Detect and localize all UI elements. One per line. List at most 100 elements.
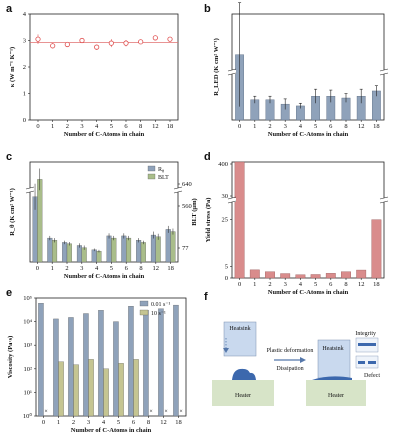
bar — [265, 271, 275, 279]
axis-break-line — [227, 200, 237, 204]
bar-1 — [38, 303, 44, 417]
x-tick-label: 12 — [152, 123, 159, 130]
legend-label-1: Rθ — [158, 167, 164, 174]
x-tick-label: 18 — [167, 123, 174, 130]
y-axis-label: Yield stress (Pa) — [205, 198, 212, 243]
legend-label-2: BLT — [158, 175, 169, 181]
axes-frame — [231, 161, 385, 279]
y-tick-label: 400 — [218, 161, 228, 168]
data-point — [94, 44, 100, 50]
bar-1 — [143, 310, 149, 417]
missing-value-marker: × — [179, 409, 182, 415]
axis-break-line — [379, 72, 389, 76]
x-tick-label: 8 — [344, 123, 347, 130]
x-tick-label: 6 — [329, 281, 333, 288]
bar-1 — [98, 310, 104, 417]
bar-1 — [91, 249, 97, 263]
bar — [295, 274, 306, 279]
bar — [280, 273, 291, 279]
bar-1 — [173, 304, 179, 417]
x-tick-label: 12 — [358, 281, 365, 288]
axis-break-mask — [380, 70, 388, 74]
x-tick-label: 3 — [284, 123, 287, 130]
panel-label-f: f — [204, 291, 208, 303]
axis-break-line — [173, 186, 183, 190]
bar-2 — [58, 361, 64, 417]
bar — [249, 269, 260, 279]
y-tick-label: 25 — [222, 217, 229, 224]
bar-1 — [62, 242, 68, 263]
x-tick-label: 5 — [314, 123, 317, 130]
x-tick-label: 2 — [268, 123, 271, 130]
heater-label-left: Heater — [235, 393, 251, 399]
axis-break-mask — [228, 70, 236, 74]
panel-label-d: d — [204, 151, 211, 163]
bar-2 — [118, 363, 124, 417]
x-tick-label: 1 — [253, 123, 256, 130]
schematic — [212, 321, 379, 406]
axis-break-mask — [26, 188, 34, 192]
axis-break-marker — [379, 196, 389, 204]
bar — [234, 161, 245, 279]
defect-label: Defect — [364, 372, 380, 379]
y-tick-label: 2 — [23, 64, 26, 71]
x-tick-label: 5 — [110, 123, 113, 130]
bar-2 — [170, 231, 176, 263]
x-tick-label: 18 — [167, 265, 174, 272]
x-tick-label: 1 — [51, 265, 54, 272]
axis-break-line — [227, 196, 237, 200]
bar-2 — [96, 250, 102, 263]
x-tick-label: 4 — [95, 265, 99, 272]
x-tick-label: 3 — [87, 419, 90, 426]
y-axis-label: κ (W m⁻¹ K⁻¹) — [9, 47, 16, 87]
x-axis-label: Number of C-Atoms in chain — [64, 273, 145, 280]
x-tick-label: 6 — [124, 123, 128, 130]
bar-1 — [76, 245, 82, 263]
x-tick-label: 4 — [102, 419, 106, 426]
axis-break-line — [379, 68, 389, 72]
bar-2 — [155, 236, 161, 263]
y2-tick-label: 640 — [182, 181, 192, 188]
axis-break-marker — [227, 196, 237, 204]
missing-value-marker: × — [164, 409, 167, 415]
x-tick-label: 2 — [72, 419, 75, 426]
heater-left — [212, 380, 274, 406]
bar — [371, 219, 382, 279]
x-tick-label: 6 — [329, 123, 333, 130]
bar-1 — [150, 234, 156, 263]
x-tick-label: 5 — [117, 419, 120, 426]
panel-label-a: a — [6, 3, 13, 15]
legend-label-2: 10 s⁻¹ — [151, 311, 166, 317]
x-tick-label: 1 — [57, 419, 60, 426]
x-tick-label: 3 — [284, 281, 287, 288]
bar-1 — [136, 240, 142, 263]
y-axis-label: Viscosity (Pa·s) — [7, 336, 14, 379]
data-point — [138, 39, 144, 45]
axis-break-mask — [228, 198, 236, 202]
axis-break-line — [227, 72, 237, 76]
x-tick-label: 1 — [253, 281, 256, 288]
y-tick-label: 10³ — [24, 342, 33, 349]
bar-2 — [88, 359, 94, 417]
missing-value-marker: × — [44, 409, 47, 415]
bar-1 — [158, 308, 164, 417]
y-tick-label: 10⁴ — [23, 319, 33, 326]
axis-break-line — [227, 68, 237, 72]
axes-frame — [35, 297, 187, 417]
x-axis-label: Number of C-Atoms in chain — [268, 131, 349, 138]
data-point — [108, 40, 114, 46]
axis-break-line — [379, 196, 389, 200]
bar — [325, 273, 336, 279]
legend-swatch-1 — [139, 300, 149, 307]
legend-swatch-2 — [139, 309, 149, 316]
heater-label-right: Heater — [328, 393, 344, 399]
x-tick-label: 6 — [132, 419, 136, 426]
x-tick-label: 6 — [125, 265, 129, 272]
axis-break-marker — [227, 68, 237, 76]
axis-break-line — [25, 190, 35, 194]
x-tick-label: 4 — [299, 123, 303, 130]
y2-tick-label: 77 — [182, 245, 189, 252]
x-tick-label: 0 — [42, 419, 45, 426]
x-tick-label: 2 — [65, 265, 68, 272]
